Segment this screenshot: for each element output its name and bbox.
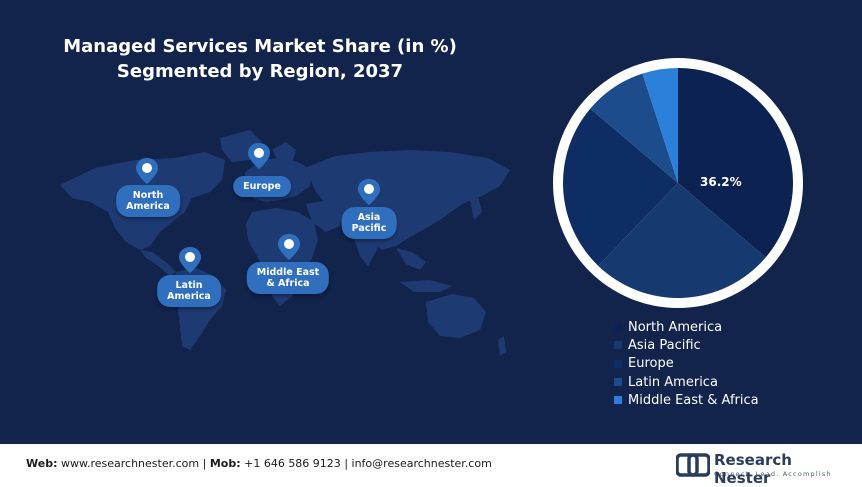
pie-slice-asia-pacific: [598, 183, 766, 298]
legend-swatch: [614, 396, 622, 405]
chart-title: Managed Services Market Share (in %) Seg…: [50, 34, 470, 84]
logo-tagline: Connect. Lead. Accomplish: [714, 470, 832, 478]
research-nester-logo: Research Nester Connect. Lead. Accomplis…: [676, 451, 836, 487]
title-line-1: Managed Services Market Share (in %): [63, 36, 457, 57]
map-pin-icon: [136, 158, 158, 184]
research-nester-logo-icon: [676, 453, 710, 477]
mob-value: +1 646 586 9123: [244, 457, 341, 470]
map-india: [352, 230, 378, 266]
footer: Web: www.researchnester.com | Mob: +1 64…: [0, 444, 862, 487]
legend-swatch: [614, 359, 622, 368]
web-label: Web:: [26, 457, 58, 470]
pie-slice-latin-america: [590, 73, 678, 183]
web-value[interactable]: www.researchnester.com: [60, 457, 200, 470]
map-pin-icon: [179, 247, 201, 273]
legend-item: Middle East & Africa: [614, 391, 759, 409]
legend-label: Latin America: [628, 374, 718, 390]
legend-swatch: [614, 323, 622, 332]
legend-swatch: [614, 378, 622, 387]
region-label-latin-america: Latin America: [157, 275, 221, 307]
chart-legend: North America Asia Pacific Europe Latin Ame…: [614, 318, 759, 409]
legend-item: North America: [614, 318, 759, 336]
title-line-2: Segmented by Region, 2037: [116, 61, 404, 82]
map-japan: [470, 196, 482, 220]
region-label-middle-east-africa: Middle East & Africa: [246, 262, 330, 294]
region-label-europe: Europe: [233, 176, 291, 197]
pie-slice-europe: [563, 108, 678, 266]
separator: |: [344, 457, 349, 470]
pie-slice-middle-east-africa: [642, 68, 678, 183]
map-new-zealand: [498, 336, 506, 356]
legend-label: North America: [628, 319, 723, 335]
world-map: [60, 130, 510, 356]
region-label-asia-pacific: Asia Pacific: [341, 207, 397, 239]
region-label-north-america: North America: [116, 185, 180, 217]
legend-label: Europe: [628, 356, 674, 372]
map-pin-icon: [278, 234, 300, 260]
logo-name: Research Nester: [714, 451, 792, 487]
legend-item: Asia Pacific: [614, 336, 759, 354]
email-value[interactable]: info@researchnester.com: [351, 457, 492, 470]
map-asia: [305, 150, 510, 250]
map-pin-icon: [248, 143, 270, 169]
pie-slice-north-america: [678, 68, 793, 258]
mob-label: Mob:: [209, 457, 241, 470]
main-panel: Managed Services Market Share (in %) Seg…: [50, 34, 803, 409]
map-indonesia: [400, 280, 452, 292]
map-australia: [426, 294, 486, 338]
legend-label: Asia Pacific: [628, 337, 701, 353]
legend-item: Europe: [614, 355, 759, 373]
separator: |: [202, 457, 207, 470]
legend-label: Middle East & Africa: [628, 392, 759, 408]
north-america-value-label: 36.2%: [700, 175, 742, 189]
map-scandinavia: [272, 142, 296, 164]
legend-swatch: [614, 341, 622, 350]
contact-line: Web: www.researchnester.com | Mob: +1 64…: [26, 457, 492, 470]
legend-item: Latin America: [614, 373, 759, 391]
map-pin-icon: [358, 179, 380, 205]
map-central-america: [140, 250, 176, 276]
pie-chart: [563, 68, 793, 298]
map-southeast-asia: [396, 248, 426, 270]
